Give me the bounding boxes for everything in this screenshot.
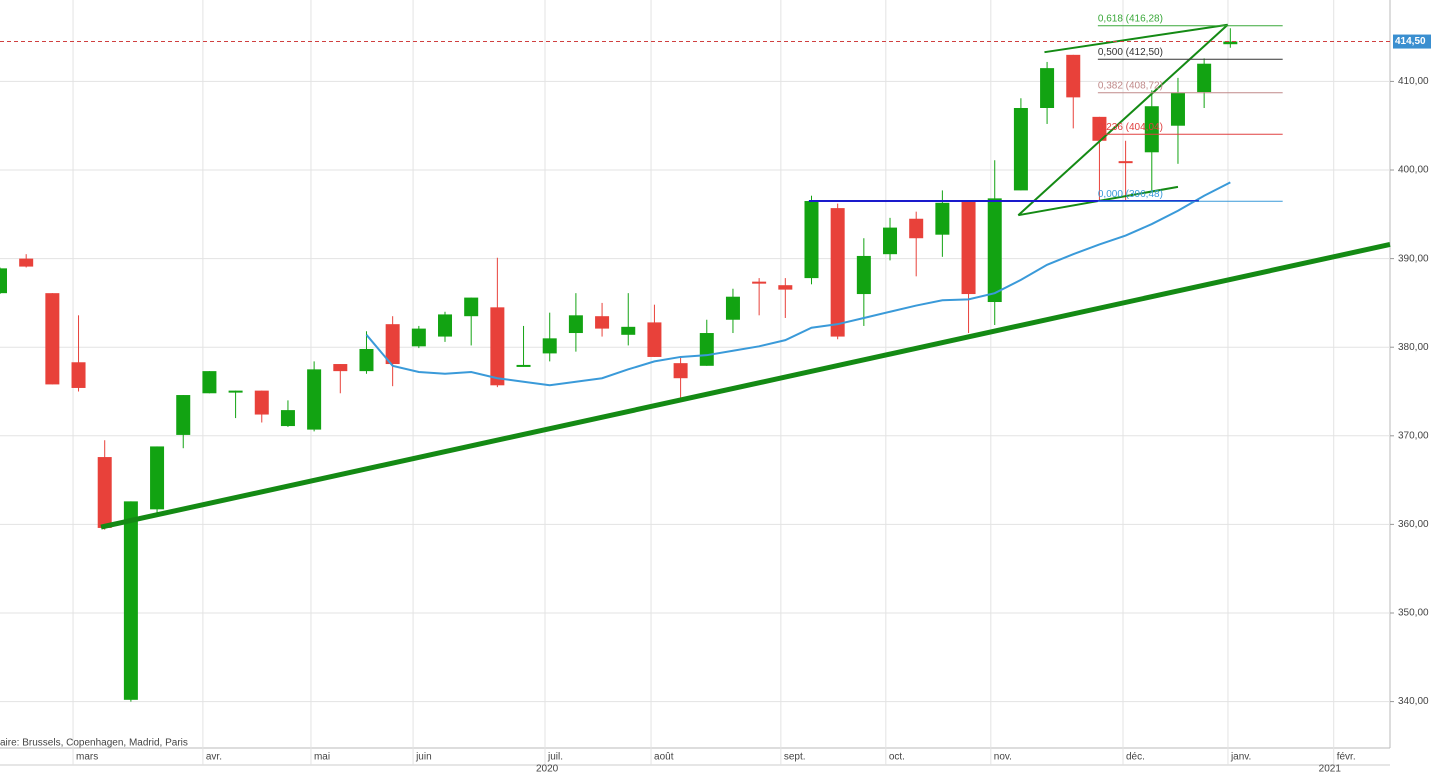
candle-body (438, 314, 453, 337)
x-tick-label: mars (76, 752, 98, 763)
candle-body (699, 333, 714, 366)
candle-body (935, 202, 950, 235)
candle-body (909, 218, 924, 239)
candle-body (647, 322, 662, 357)
candle-body (961, 200, 976, 295)
candle-body (307, 369, 322, 430)
y-tick-label: 380,00 (1398, 342, 1429, 353)
fib-label: 0,000 (396,48) (1098, 189, 1163, 200)
candle-body (621, 326, 636, 335)
candle-body (150, 446, 165, 510)
candle-body (856, 255, 871, 295)
x-tick-label: août (654, 752, 674, 763)
candle-body (1013, 107, 1028, 191)
candle-body (778, 285, 793, 290)
x-tick-label: nov. (994, 752, 1012, 763)
candle-body (385, 324, 400, 365)
candle-body (97, 457, 112, 528)
year-label: 2020 (536, 764, 559, 775)
x-tick-label: juin (415, 752, 432, 763)
y-tick-label: 360,00 (1398, 519, 1429, 530)
trendline (100, 241, 1391, 530)
candle-body (752, 281, 767, 284)
y-tick-label: 340,00 (1398, 696, 1429, 707)
candle-body (516, 364, 531, 367)
x-tick-label: oct. (889, 752, 905, 763)
y-tick-label: 410,00 (1398, 76, 1429, 87)
year-label: 2021 (1319, 764, 1342, 775)
x-tick-label: juil. (547, 752, 563, 763)
candle-body (1197, 63, 1212, 93)
candle-body (123, 501, 138, 700)
candle-body (1092, 116, 1107, 141)
candle-body (883, 227, 898, 255)
y-tick-label: 390,00 (1398, 253, 1429, 264)
trendline (1044, 23, 1228, 54)
candle-body (0, 268, 7, 294)
candle-body (830, 208, 845, 337)
candle-body (411, 328, 426, 347)
trendline (1017, 23, 1229, 216)
candle-body (542, 338, 557, 354)
candle-body (1118, 161, 1133, 164)
x-tick-label: déc. (1126, 752, 1145, 763)
fib-label: 0,500 (412,50) (1098, 47, 1163, 58)
y-tick-label: 400,00 (1398, 165, 1429, 176)
fib-label: 0,382 (408,72) (1098, 80, 1163, 91)
candle-body (490, 307, 505, 386)
candle-body (19, 258, 34, 267)
candle-body (333, 364, 348, 372)
candle-body (1066, 54, 1081, 98)
y-tick-label: 350,00 (1398, 608, 1429, 619)
y-tick-label: 370,00 (1398, 430, 1429, 441)
x-tick-label: janv. (1230, 752, 1251, 763)
candle-body (987, 198, 1002, 303)
note: aire: Brussels, Copenhagen, Madrid, Pari… (0, 738, 188, 749)
candle-body (280, 410, 295, 427)
candle-body (804, 201, 819, 279)
candle-body (1170, 92, 1185, 126)
candle-body (176, 395, 191, 435)
candle-body (359, 348, 374, 372)
fib-label: 0,618 (416,28) (1098, 13, 1163, 24)
fib-label: 0,236 (404,04) (1098, 122, 1163, 133)
x-tick-label: févr. (1337, 752, 1356, 763)
candle-body (673, 363, 688, 379)
candle-body (228, 390, 243, 393)
candle-body (595, 316, 610, 329)
candle-body (254, 390, 269, 415)
last-price-label: 414,50 (1395, 36, 1426, 47)
candle-body (464, 297, 479, 317)
moving-average (365, 181, 1231, 387)
x-tick-label: mai (314, 752, 330, 763)
last-price-box (1393, 34, 1431, 49)
candle-body (202, 371, 217, 394)
candle-body (71, 362, 86, 388)
candle-body (1223, 41, 1238, 45)
candle-body (1040, 68, 1055, 108)
x-tick-label: avr. (206, 752, 222, 763)
x-tick-label: sept. (784, 752, 806, 763)
candle-body (1144, 106, 1159, 153)
candle-body (45, 293, 60, 385)
candle-body (725, 296, 740, 320)
candle-body (568, 315, 583, 334)
